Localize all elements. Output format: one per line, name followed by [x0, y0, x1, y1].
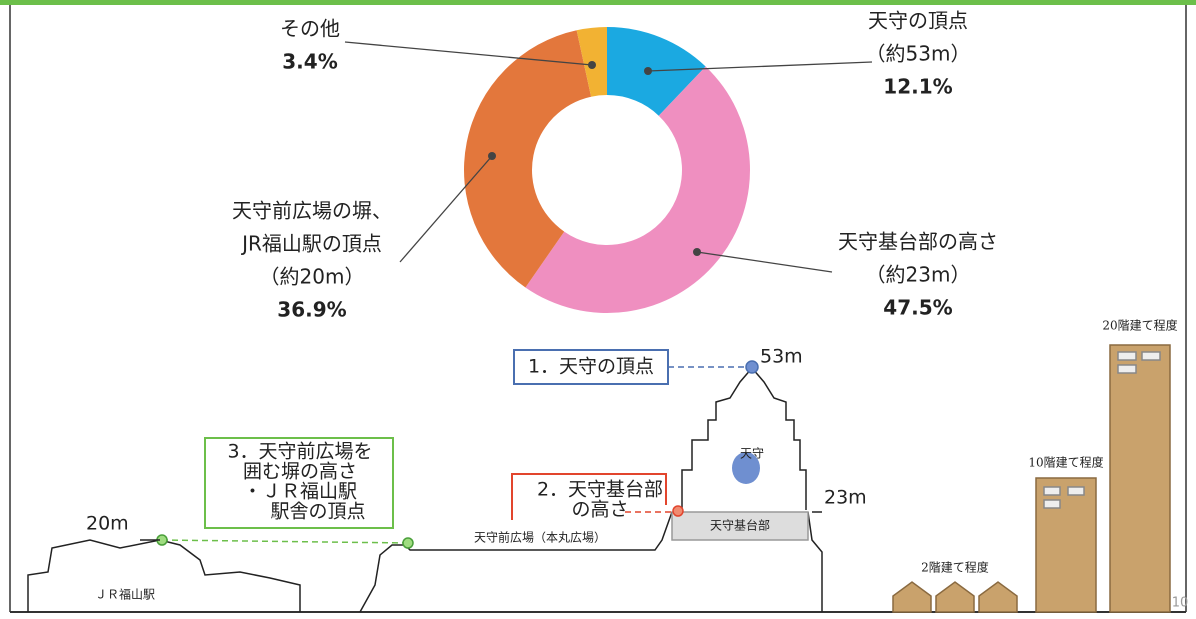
ground [807, 511, 823, 612]
ground [359, 511, 673, 613]
height-label: 53m [760, 346, 803, 368]
height-label: 23m [824, 487, 867, 509]
note-label: （約53m） [866, 42, 971, 66]
window [1067, 486, 1085, 496]
marker-label: の高さ [571, 499, 628, 521]
leader-dot [488, 152, 496, 160]
category-label: 天守基台部の高さ [838, 230, 998, 254]
value-label: 12.1% [883, 75, 952, 99]
house [892, 581, 1018, 613]
note-label: （約20m） [260, 265, 365, 289]
note-label: （約23m） [866, 263, 971, 287]
marker-box [511, 473, 667, 520]
marker-label: ・ＪＲ福山駅 [243, 481, 357, 503]
donut-slice [607, 27, 706, 116]
window [1117, 351, 1137, 361]
leader-dot [588, 61, 596, 69]
category-label: JR福山駅の頂点 [240, 232, 382, 256]
place-label: 天守 [740, 447, 764, 461]
point [745, 360, 759, 374]
building-label: 10階建て程度 [1028, 455, 1103, 470]
value-label: 36.9% [277, 298, 346, 322]
building-label: 20階建て程度 [1102, 318, 1177, 333]
marker-label: 駅舎の頂点 [270, 501, 365, 523]
value-label: 47.5% [883, 296, 952, 320]
window [1043, 486, 1061, 496]
donut-chart: 天守の頂点 （約53m） 12.1% 天守基台部の高さ （約23m） 47.5% 天守前広場… [232, 9, 998, 322]
page-number: 10 [1172, 596, 1189, 611]
leader-line [647, 61, 873, 72]
value-label: 3.4% [282, 50, 337, 74]
marker-box [513, 349, 669, 385]
leader-dot [693, 248, 701, 256]
building [1109, 344, 1171, 613]
top-bar [0, 0, 1196, 5]
dash-line [161, 539, 409, 544]
building-label: 2階建て程度 [921, 560, 989, 575]
station-outline [27, 539, 301, 612]
leader-line [696, 251, 833, 273]
category-label: 天守の頂点 [868, 9, 968, 33]
keep-outline [681, 366, 807, 510]
window [1141, 351, 1161, 361]
leader-line [399, 155, 493, 263]
point [402, 537, 414, 549]
window [1117, 364, 1137, 374]
leader-line [344, 41, 593, 66]
place-label: 天守前広場（本丸広場） [474, 530, 606, 545]
place-label: 天守基台部 [710, 518, 770, 533]
marker-label: 囲む塀の高さ [243, 461, 357, 483]
leader-dot [644, 67, 652, 75]
base-block [671, 511, 809, 541]
marker-label: 1．天守の頂点 [528, 356, 654, 378]
point [672, 505, 684, 517]
category-label: 天守前広場の塀、 [232, 199, 392, 223]
place-label: ＪＲ福山駅 [95, 587, 155, 602]
donut-slice [463, 30, 592, 288]
keep-marker [732, 452, 760, 484]
marker-label: 3．天守前広場を [227, 441, 372, 463]
building [1035, 477, 1097, 613]
category-label: その他 [280, 17, 340, 41]
diagram [27, 344, 1171, 613]
height-label: 20m [86, 513, 129, 535]
window [1043, 499, 1061, 509]
marker-label: 2．天守基台部 [537, 479, 663, 501]
marker-box [204, 437, 394, 529]
